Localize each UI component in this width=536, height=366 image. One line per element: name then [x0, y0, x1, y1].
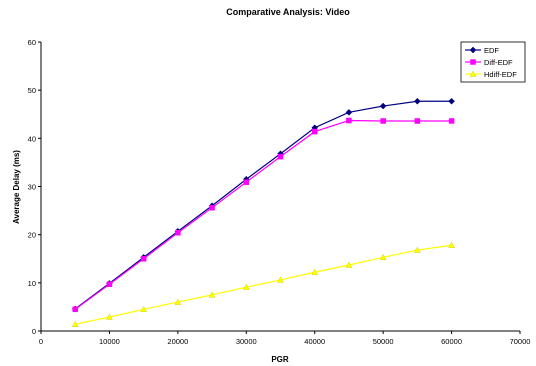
legend-label-diff-edf: Diff-EDF: [484, 58, 513, 67]
series-line-hdiff-edf: [75, 244, 452, 325]
plot-area: 0 10 20 30 40 50 60 0 10000 20000 30000 40000 50000 6…: [28, 38, 531, 346]
x-axis-title: PGR: [271, 355, 289, 364]
legend-marker-diff-edf: [470, 59, 476, 65]
data-point-hdiff-edf: [345, 261, 353, 268]
data-point-diff-edf: [380, 118, 386, 124]
data-point-hdiff-edf: [208, 291, 216, 298]
data-point-hdiff-edf: [106, 313, 113, 320]
data-point-diff-edf: [175, 229, 181, 236]
data-point-edf: [379, 102, 387, 110]
data-point-diff-edf: [448, 118, 455, 124]
data-point-diff-edf: [209, 204, 215, 211]
series-line-edf: [74, 100, 452, 310]
y-tick-label: 60: [28, 38, 36, 47]
data-point-hdiff-edf: [71, 320, 79, 327]
x-tick-label: 0: [39, 337, 43, 346]
y-tick-label: 20: [28, 231, 36, 240]
legend-label-edf: EDF: [484, 46, 499, 55]
data-point-diff-edf: [72, 306, 78, 313]
data-point-hdiff-edf: [140, 305, 147, 313]
data-point-edf: [414, 97, 421, 105]
legend-marker-edf: [469, 46, 477, 54]
data-point-edf: [448, 97, 455, 105]
data-point-hdiff-edf: [379, 253, 387, 261]
data-point-diff-edf: [311, 128, 318, 135]
x-tick-label: 70000: [510, 337, 531, 346]
data-point-diff-edf: [140, 256, 147, 262]
data-point-hdiff-edf: [174, 298, 182, 305]
data-point-diff-edf: [277, 153, 284, 160]
data-point-hdiff-edf: [311, 268, 319, 275]
legend-label-hdiff-edf: Hdiff-EDF: [484, 70, 517, 79]
x-tick-label: 60000: [441, 337, 462, 346]
legend: EDF Diff-EDF Hdiff-EDF: [460, 41, 526, 83]
data-point-diff-edf: [346, 117, 352, 124]
x-tick-label: 10000: [99, 337, 120, 346]
chart-title: Comparative Analysis: Video: [226, 7, 350, 17]
series-line-diff-edf: [74, 119, 452, 310]
data-point-hdiff-edf: [242, 283, 250, 290]
y-tick-label: 0: [32, 327, 36, 336]
x-tick-label: 20000: [167, 337, 188, 346]
y-tick-label: 10: [28, 279, 36, 288]
data-point-diff-edf: [243, 179, 250, 185]
y-tick-label: 40: [28, 134, 36, 143]
x-tick-label: 50000: [373, 337, 394, 346]
y-tick-label: 30: [28, 183, 36, 192]
x-tick-label: 40000: [304, 337, 325, 346]
data-point-hdiff-edf: [414, 246, 421, 253]
y-axis-title: Average Delay (ms): [12, 150, 21, 224]
legend-marker-hdiff-edf: [469, 70, 477, 77]
x-tick-label: 30000: [236, 337, 257, 346]
data-point-diff-edf: [106, 281, 113, 288]
y-tick-label: 50: [28, 86, 36, 95]
data-point-edf: [345, 108, 353, 116]
data-point-hdiff-edf: [277, 276, 284, 283]
data-point-hdiff-edf: [448, 241, 455, 248]
data-point-diff-edf: [414, 118, 421, 124]
